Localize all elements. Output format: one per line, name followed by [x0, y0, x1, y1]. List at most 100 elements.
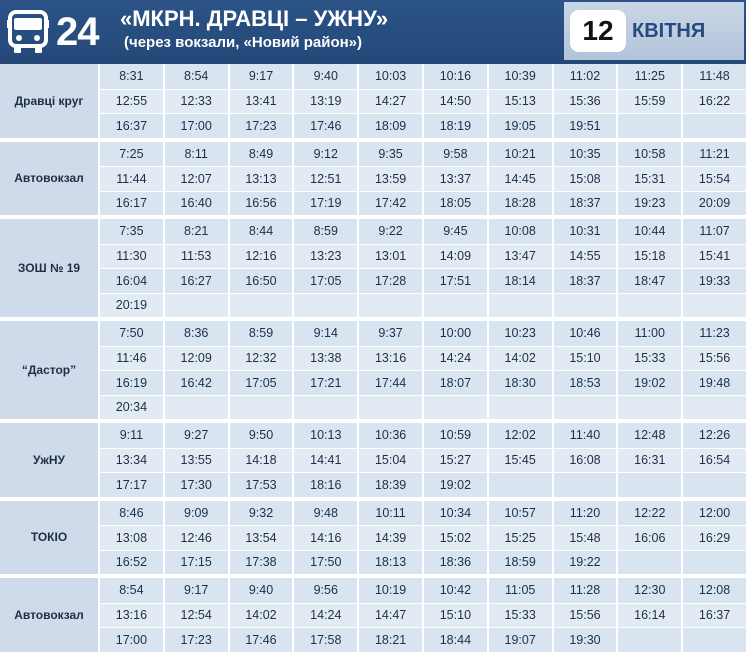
departure-time: 18:07	[421, 371, 487, 395]
departure-time: 9:11	[98, 423, 163, 448]
departure-time: 18:53	[551, 371, 617, 395]
departure-time: 11:44	[98, 167, 163, 191]
departure-time: 15:18	[616, 244, 682, 268]
departure-time: 18:59	[486, 550, 552, 574]
departure-time: 16:27	[162, 269, 228, 293]
time-row: 12:55 12:33 13:41 13:19 14:27 14:50 15:13 15:36…	[98, 88, 746, 113]
departure-time	[681, 628, 746, 652]
departure-time: 9:58	[421, 141, 487, 166]
departure-time: 10:42	[421, 578, 487, 603]
departure-time: 11:48	[681, 64, 746, 89]
departure-time: 18:13	[357, 550, 422, 574]
departure-time: 17:42	[357, 191, 422, 215]
departure-time	[162, 293, 228, 317]
departure-time: 15:08	[551, 167, 617, 191]
departure-time: 15:04	[357, 448, 422, 472]
departure-time: 13:54	[227, 526, 293, 550]
departure-time: 12:08	[681, 578, 746, 603]
departure-time	[616, 550, 682, 574]
departure-time: 12:46	[162, 526, 228, 550]
departure-time	[551, 293, 617, 317]
departure-time: 9:12	[292, 141, 358, 166]
departure-time: 16:37	[98, 114, 163, 138]
departure-time: 16:40	[162, 191, 228, 215]
departure-time: 13:37	[421, 167, 487, 191]
departure-time: 15:25	[486, 526, 552, 550]
departure-time: 15:02	[421, 526, 487, 550]
departure-time: 11:28	[551, 578, 617, 603]
departure-time	[681, 550, 746, 574]
time-row: 20:19	[98, 292, 746, 317]
departure-time	[227, 395, 293, 419]
stop-name: “Дастор”	[0, 321, 98, 419]
stop-group: Дравці круг 8:31 8:54 9:17 9:40 10:03 10:16 10:…	[0, 64, 746, 142]
departure-time: 15:27	[421, 448, 487, 472]
departure-time: 13:34	[98, 448, 163, 472]
departure-time	[357, 293, 422, 317]
departure-time: 9:37	[357, 321, 422, 346]
departure-time: 10:44	[616, 219, 682, 244]
departure-time: 20:19	[98, 293, 163, 317]
time-row: 11:30 11:53 12:16 13:23 13:01 14:09 13:47 14:55…	[98, 243, 746, 268]
time-row: 20:34	[98, 394, 746, 419]
stop-name: УжНУ	[0, 423, 98, 497]
stop-name: Автовокзал	[0, 578, 98, 652]
departure-time: 12:33	[162, 89, 228, 113]
departure-time: 16:29	[681, 526, 746, 550]
departure-time: 17:28	[357, 269, 422, 293]
departure-time: 8:46	[98, 500, 163, 525]
departure-time: 15:36	[551, 89, 617, 113]
departure-time: 11:25	[616, 64, 682, 89]
departure-time: 9:22	[357, 219, 422, 244]
departure-time: 14:39	[357, 526, 422, 550]
departure-time: 10:08	[486, 219, 552, 244]
departure-time: 8:54	[162, 64, 228, 89]
time-rows: 8:54 9:17 9:40 9:56 10:19 10:42 11:05 11:28 12:3…	[98, 578, 746, 652]
departure-time: 15:45	[486, 448, 552, 472]
departure-time: 12:32	[227, 346, 293, 370]
departure-time: 16:50	[227, 269, 293, 293]
departure-time: 10:11	[357, 500, 422, 525]
departure-time: 14:02	[227, 603, 293, 627]
departure-time: 13:19	[292, 89, 358, 113]
departure-time: 10:23	[486, 321, 552, 346]
departure-time: 10:16	[421, 64, 487, 89]
departure-time: 11:30	[98, 244, 163, 268]
departure-time: 10:57	[486, 500, 552, 525]
departure-time: 20:09	[681, 191, 746, 215]
departure-time: 20:34	[98, 395, 163, 419]
departure-time: 7:50	[98, 321, 163, 346]
departure-time: 16:37	[681, 603, 746, 627]
departure-time: 13:41	[227, 89, 293, 113]
departure-time	[227, 293, 293, 317]
time-row: 13:08 12:46 13:54 14:16 14:39 15:02 15:25 15:48…	[98, 525, 746, 550]
time-row: 7:50 8:36 8:59 9:14 9:37 10:00 10:23 10:46 11:00…	[98, 321, 746, 346]
departure-time: 11:53	[162, 244, 228, 268]
departure-time: 13:47	[486, 244, 552, 268]
departure-time: 8:44	[227, 219, 293, 244]
departure-time	[551, 473, 617, 497]
departure-time: 10:34	[421, 500, 487, 525]
departure-time: 10:03	[357, 64, 422, 89]
time-row: 13:16 12:54 14:02 14:24 14:47 15:10 15:33 15:56…	[98, 602, 746, 627]
departure-time: 19:05	[486, 114, 552, 138]
departure-time: 15:10	[551, 346, 617, 370]
departure-time: 10:46	[551, 321, 617, 346]
departure-time: 15:13	[486, 89, 552, 113]
time-row: 7:25 8:11 8:49 9:12 9:35 9:58 10:21 10:35 10:58 1…	[98, 141, 746, 166]
departure-time: 19:23	[616, 191, 682, 215]
time-row: 16:52 17:15 17:38 17:50 18:13 18:36 18:59 19:22	[98, 549, 746, 574]
stop-group: “Дастор” 7:50 8:36 8:59 9:14 9:37 10:00 10:23 10…	[0, 321, 746, 423]
departure-time: 16:31	[616, 448, 682, 472]
departure-time: 19:22	[551, 550, 617, 574]
departure-time	[292, 293, 358, 317]
departure-time: 13:08	[98, 526, 163, 550]
departure-time	[616, 114, 682, 138]
time-row: 17:00 17:23 17:46 17:58 18:21 18:44 19:07 19:30	[98, 627, 746, 652]
departure-time: 16:19	[98, 371, 163, 395]
departure-time: 15:59	[616, 89, 682, 113]
departure-time	[551, 395, 617, 419]
departure-time: 8:49	[227, 141, 293, 166]
departure-time: 11:40	[551, 423, 617, 448]
departure-time: 13:01	[357, 244, 422, 268]
